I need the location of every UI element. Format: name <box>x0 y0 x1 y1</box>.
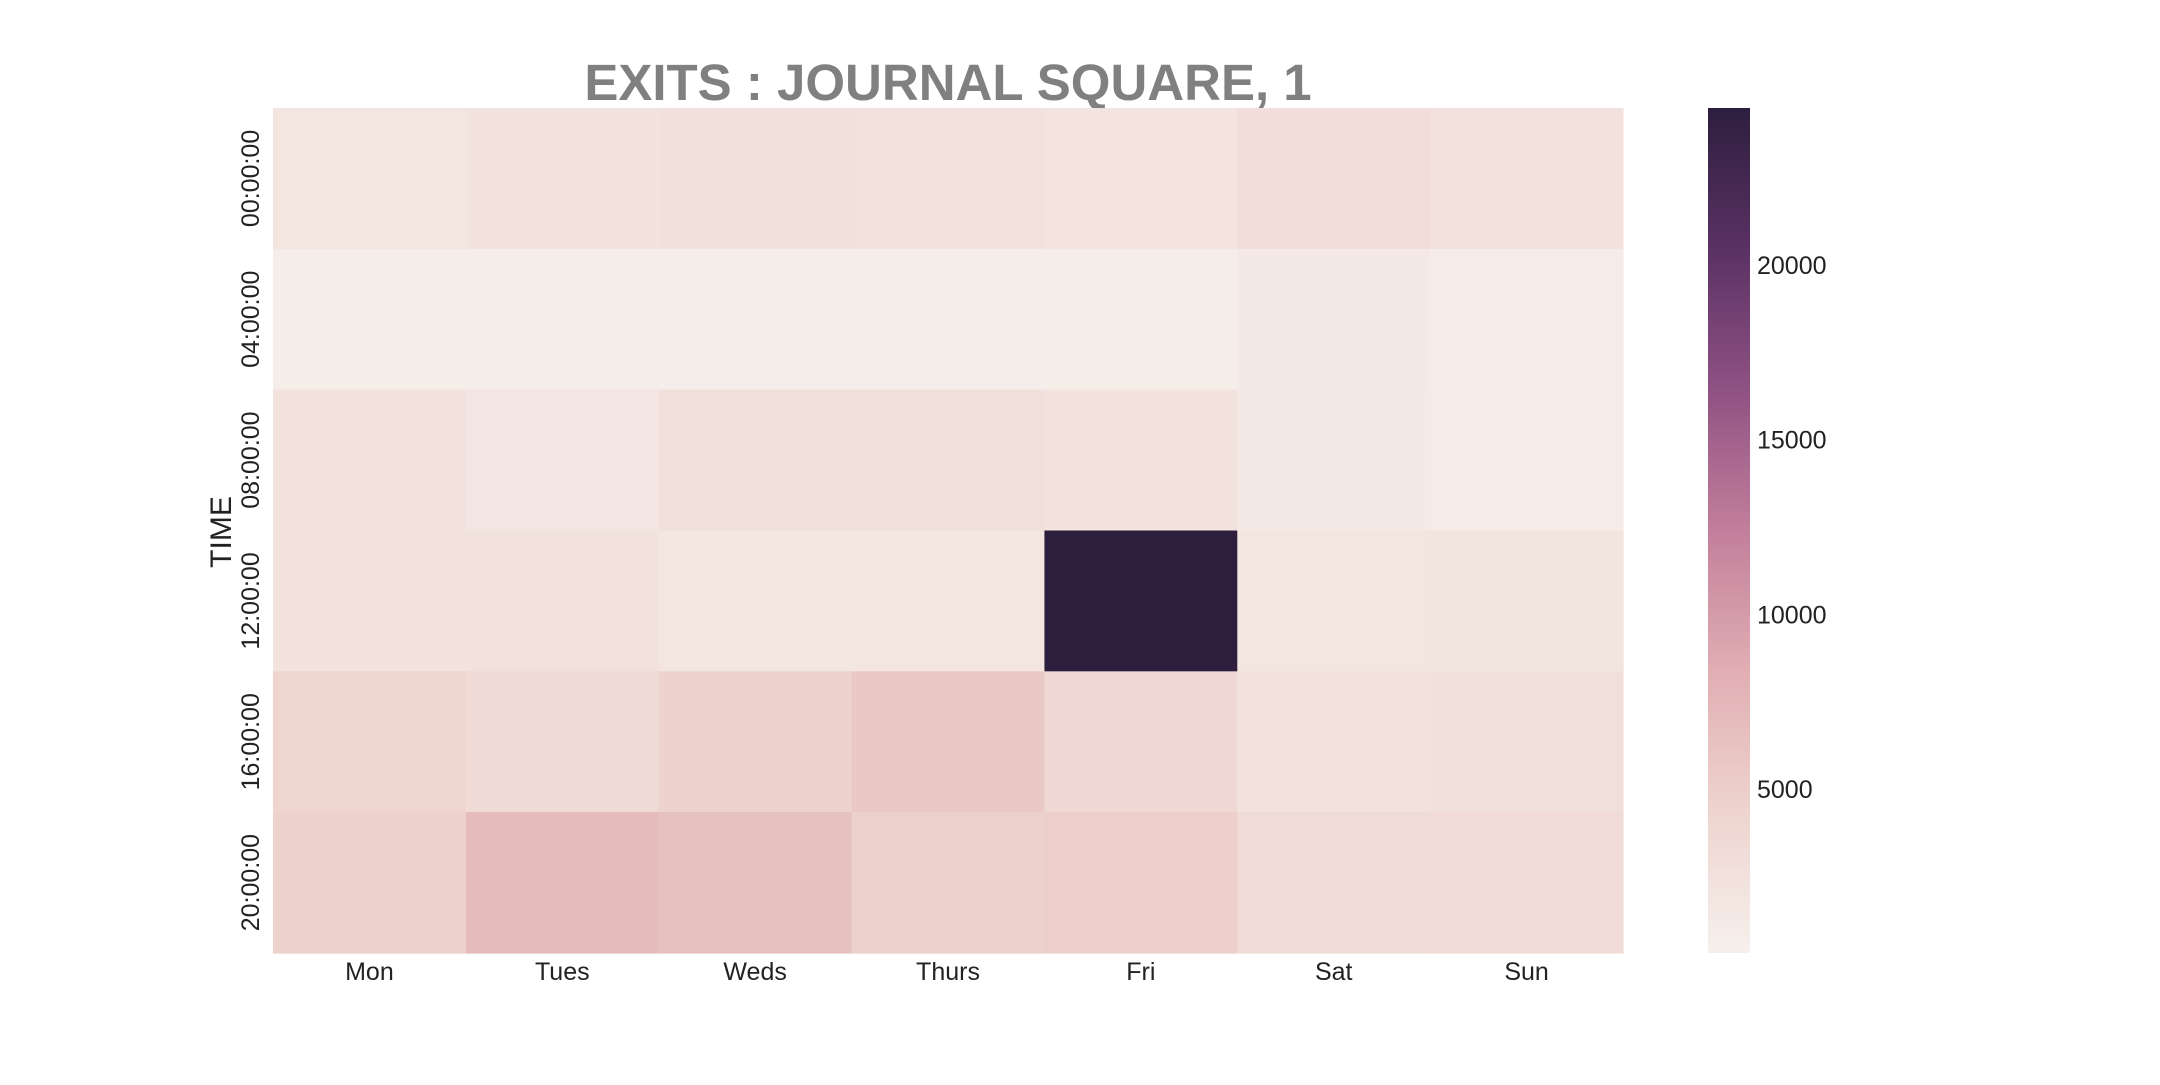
heatmap-cell-120000-sat <box>1237 530 1431 672</box>
heatmap-cell-080000-tues <box>465 389 660 532</box>
heatmap-cells <box>273 108 1624 954</box>
heatmap-cell-040000-fri <box>1044 248 1238 391</box>
y-axis-label: TIME <box>205 496 238 568</box>
heatmap-cell-080000-fri <box>1044 389 1238 532</box>
heatmap-cell-160000-fri <box>1044 671 1238 813</box>
heatmap-cell-200000-thurs <box>851 812 1046 954</box>
heatmap-cell-000000-tues <box>465 108 660 250</box>
x-tick-label: Fri <box>1126 958 1155 986</box>
y-tick-label: 12:00:00 <box>237 552 265 649</box>
colorbar-tick-labels: 5000 10000 15000 20000 <box>1757 252 1827 804</box>
heatmap-cell-160000-weds <box>658 671 853 813</box>
heatmap-cell-120000-tues <box>465 530 660 672</box>
heatmap-cell-120000-sun <box>1430 530 1624 672</box>
y-tick-labels: 00:00:00 04:00:00 08:00:00 12:00:00 16:00:00… <box>237 130 265 931</box>
heatmap-cell-160000-sun <box>1430 671 1624 813</box>
heatmap-cell-000000-fri <box>1044 108 1238 250</box>
y-tick-label: 20:00:00 <box>237 834 265 931</box>
x-tick-label: Sat <box>1315 958 1353 986</box>
x-tick-label: Thurs <box>916 958 980 986</box>
heatmap-cell-040000-sat <box>1237 248 1431 391</box>
heatmap-cell-120000-fri <box>1044 530 1238 672</box>
x-tick-labels: Mon Tues Weds Thurs Fri Sat Sun <box>345 958 1549 986</box>
heatmap-cell-160000-thurs <box>851 671 1046 813</box>
heatmap-cell-080000-thurs <box>851 389 1046 532</box>
heatmap-cell-040000-mon <box>273 248 467 391</box>
heatmap-cell-160000-tues <box>465 671 660 813</box>
colorbar-tick-label: 5000 <box>1757 776 1813 804</box>
heatmap-cell-200000-mon <box>273 812 467 954</box>
x-tick-label: Sun <box>1504 958 1548 986</box>
heatmap-cell-000000-thurs <box>851 108 1046 250</box>
heatmap-cell-080000-sat <box>1237 389 1431 532</box>
heatmap-cell-040000-sun <box>1430 248 1624 391</box>
y-tick-label: 00:00:00 <box>237 130 265 227</box>
colorbar <box>1708 108 1750 953</box>
heatmap-cell-080000-mon <box>273 389 467 532</box>
heatmap-cell-000000-weds <box>658 108 853 250</box>
heatmap-cell-040000-thurs <box>851 248 1046 391</box>
heatmap-cell-000000-mon <box>273 108 467 250</box>
x-tick-label: Mon <box>345 958 394 986</box>
heatmap-cell-120000-mon <box>273 530 467 672</box>
heatmap-cell-120000-thurs <box>851 530 1046 672</box>
x-tick-label: Tues <box>535 958 590 986</box>
colorbar-tick-label: 20000 <box>1757 252 1827 280</box>
heatmap-cell-040000-weds <box>658 248 853 391</box>
x-tick-label: Weds <box>723 958 786 986</box>
colorbar-tick-label: 15000 <box>1757 427 1827 455</box>
heatmap-cell-080000-sun <box>1430 389 1624 532</box>
heatmap-cell-200000-sun <box>1430 812 1624 954</box>
heatmap-cell-080000-weds <box>658 389 853 532</box>
heatmap-cell-000000-sat <box>1237 108 1431 250</box>
chart-title: EXITS : JOURNAL SQUARE, 1 <box>584 54 1311 111</box>
heatmap-cell-160000-sat <box>1237 671 1431 813</box>
heatmap-cell-040000-tues <box>465 248 660 391</box>
y-tick-label: 08:00:00 <box>237 411 265 508</box>
heatmap-cell-000000-sun <box>1430 108 1624 250</box>
heatmap-cell-160000-mon <box>273 671 467 813</box>
y-tick-label: 04:00:00 <box>237 271 265 368</box>
heatmap-cell-120000-weds <box>658 530 853 672</box>
y-tick-label: 16:00:00 <box>237 693 265 790</box>
colorbar-tick-label: 10000 <box>1757 601 1827 629</box>
heatmap-cell-200000-sat <box>1237 812 1431 954</box>
heatmap-cell-200000-weds <box>658 812 853 954</box>
heatmap-cell-200000-tues <box>465 812 660 954</box>
heatmap-cell-200000-fri <box>1044 812 1238 954</box>
